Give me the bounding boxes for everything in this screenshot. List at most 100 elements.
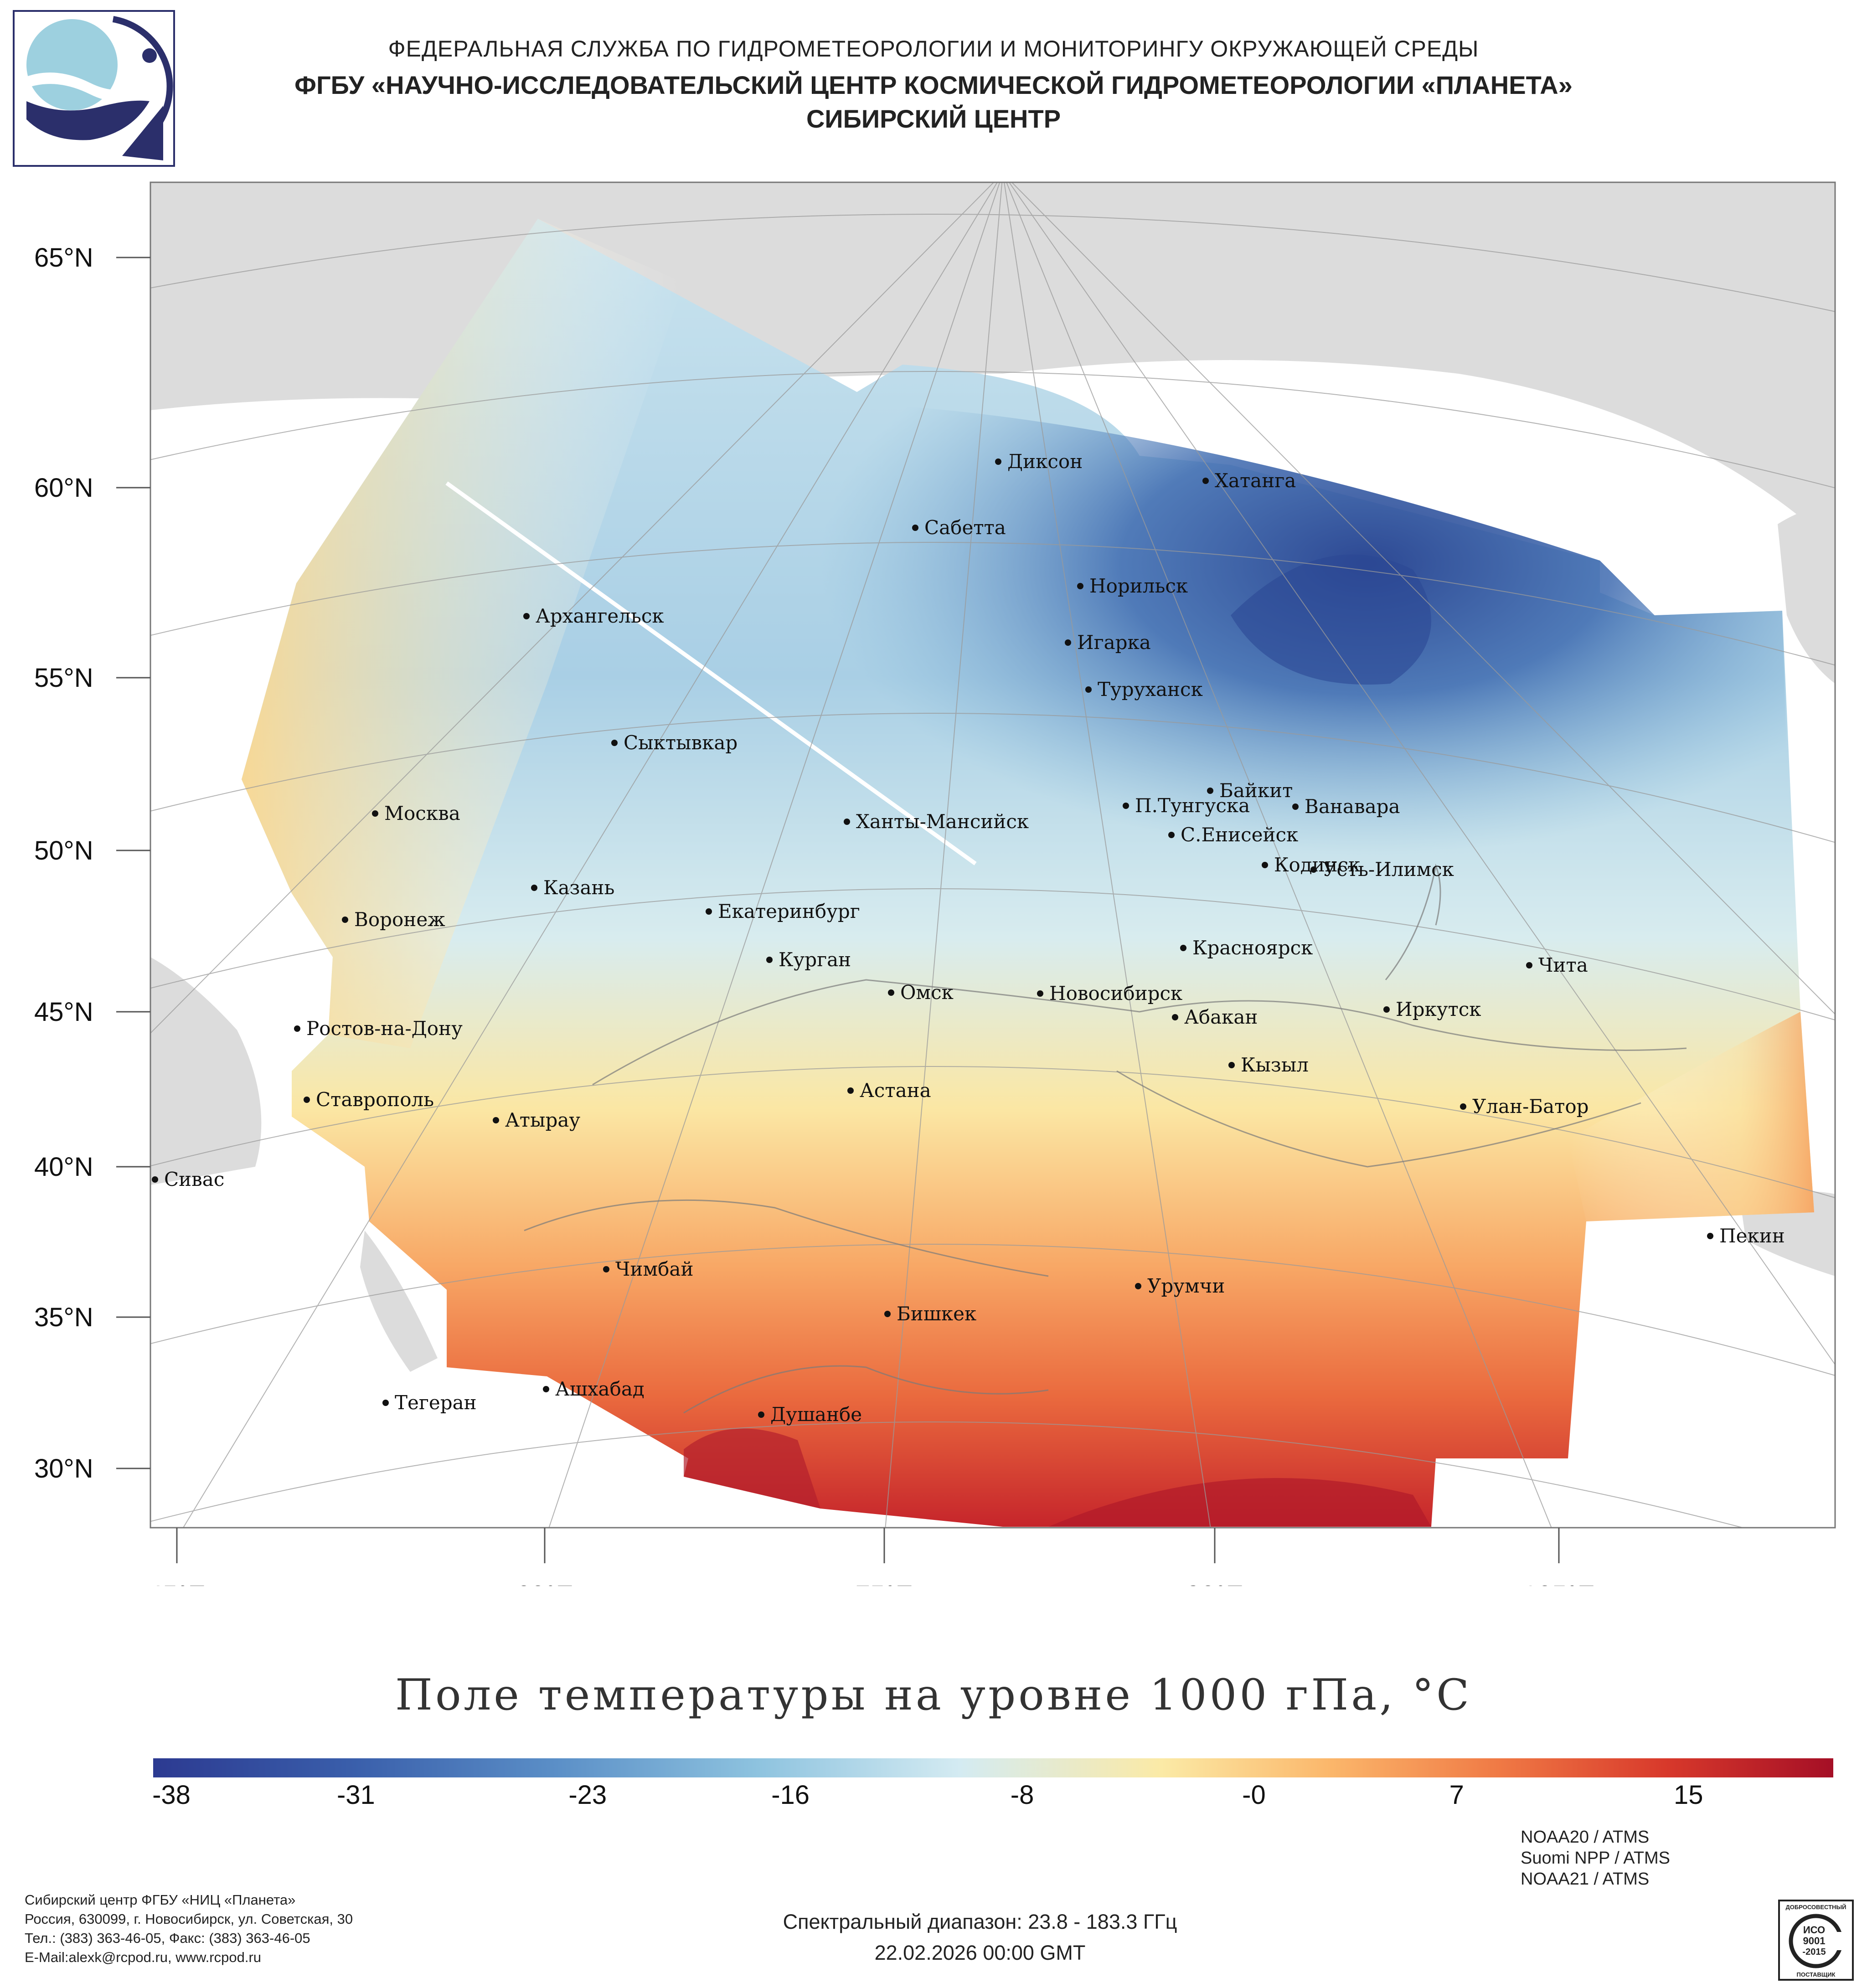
city-marker: Бишкек [884, 1303, 976, 1325]
city-label: Диксон [1007, 450, 1083, 473]
city-label: Ставрополь [316, 1088, 434, 1111]
city-label: Казань [543, 876, 614, 899]
city-label: Ванавара [1305, 795, 1400, 818]
city-dot [888, 989, 894, 996]
city-marker: Хатанга [1202, 469, 1296, 492]
organization-contacts: Сибирский центр ФГБУ «НИЦ «Планета» Росс… [25, 1890, 353, 1967]
city-marker: Абакан [1172, 1006, 1258, 1028]
svg-text:ИСО: ИСО [1803, 1924, 1825, 1936]
city-labels: Диксон Хатанга Сабетта Норильск Архангельск И… [152, 450, 1785, 1426]
city-label: Душанбе [770, 1403, 862, 1426]
city-dot [603, 1266, 609, 1272]
header-institute: ФГБУ «НАУЧНО-ИССЛЕДОВАТЕЛЬСКИЙ ЦЕНТР КОС… [294, 71, 1573, 99]
city-marker: С.Енисейск [1168, 824, 1298, 846]
city-label: Пекин [1719, 1225, 1785, 1247]
city-marker: Чимбай [603, 1258, 693, 1280]
city-label: Улан-Батор [1472, 1095, 1589, 1118]
city-marker: Сивас [152, 1168, 224, 1190]
city-marker: Ставрополь [304, 1088, 434, 1111]
city-marker: Пекин [1707, 1225, 1785, 1247]
city-marker: Диксон [995, 450, 1083, 473]
city-marker: Урумчи [1135, 1275, 1225, 1297]
city-label: Красноярск [1192, 937, 1313, 959]
header-agency: ФЕДЕРАЛЬНАЯ СЛУЖБА ПО ГИДРОМЕТЕОРОЛОГИИ … [388, 36, 1479, 62]
observation-datetime: 22.02.2026 00:00 GMT [874, 1941, 1086, 1964]
colorbar-tick-label: -0 [1242, 1780, 1266, 1810]
longitude-axis: 45°E 60°E 75°E 90°E 105°E [148, 1528, 1595, 1586]
org-name: Сибирский центр ФГБУ «НИЦ «Планета» [25, 1892, 296, 1908]
colorbar [153, 1758, 1833, 1777]
city-dot [523, 613, 530, 619]
city-marker: Кодинск [1262, 854, 1360, 876]
city-label: Бишкек [897, 1303, 976, 1325]
city-label: Воронеж [354, 908, 445, 931]
city-label: Байкит [1219, 779, 1293, 802]
city-dot [152, 1176, 158, 1183]
city-dot [844, 819, 850, 825]
city-marker: Сыктывкар [611, 731, 738, 754]
city-marker: Ханты-Мансийск [844, 810, 1029, 833]
city-dot [1262, 862, 1268, 868]
city-label: Чита [1538, 954, 1588, 976]
city-label: Кодинск [1274, 854, 1360, 876]
city-marker: Тегеран [382, 1391, 477, 1414]
country-borders [524, 863, 1687, 1414]
sensor-item: Suomi NPP / ATMS [1521, 1849, 1671, 1868]
city-dot [382, 1400, 389, 1406]
colorbar-tick-label: 15 [1673, 1780, 1703, 1810]
city-label: Сивас [164, 1168, 224, 1190]
city-dot [847, 1087, 854, 1094]
colorbar-tick-label: -38 [152, 1780, 191, 1810]
city-label: С.Енисейск [1181, 824, 1298, 846]
city-dot [1292, 803, 1299, 810]
city-dot [304, 1097, 310, 1103]
city-marker: Курган [766, 948, 851, 971]
product-info: Спектральный диапазон: 23.8 - 183.3 ГГц … [707, 1906, 1253, 1968]
city-marker: Архангельск [523, 605, 664, 627]
city-marker: Ванавара [1292, 795, 1400, 818]
latitude-axis: 65°N 60°N 55°N 50°N 45°N 40°N 35°N 30°N [34, 243, 150, 1483]
planeta-logo [13, 10, 175, 167]
city-marker: Игарка [1065, 631, 1151, 654]
colorbar-tick-label: -31 [336, 1780, 375, 1810]
colorbar-tick-label: 7 [1449, 1780, 1464, 1810]
city-dot [342, 917, 348, 923]
city-dot [758, 1411, 764, 1418]
city-marker: Омск [888, 981, 954, 1004]
city-dot [493, 1117, 499, 1123]
header-center: СИБИРСКИЙ ЦЕНТР [806, 104, 1061, 133]
city-marker: Ашхабад [543, 1378, 645, 1400]
city-dot [995, 458, 1001, 465]
temperature-map: 65°N 60°N 55°N 50°N 45°N 40°N 35°N 30°N … [34, 181, 1836, 1586]
city-marker: Иркутск [1383, 998, 1481, 1020]
city-marker: Москва [372, 802, 460, 824]
city-label: Курган [779, 948, 851, 971]
city-dot [1207, 788, 1213, 794]
city-dot [294, 1025, 300, 1032]
city-label: Ростов-на-Дону [306, 1017, 463, 1040]
lat-label: 30°N [34, 1454, 93, 1483]
city-label: Урумчи [1147, 1275, 1225, 1297]
city-marker: Кызыл [1228, 1054, 1309, 1076]
city-dot [1460, 1103, 1466, 1110]
lon-label: 105°E [1523, 1581, 1595, 1586]
city-label: Астана [860, 1079, 931, 1102]
org-phone: Тел.: (383) 363-46-05, Факс: (383) 363-4… [25, 1930, 310, 1946]
lat-label: 35°N [34, 1303, 93, 1332]
city-marker: Душанбе [758, 1403, 862, 1426]
city-marker: Красноярск [1180, 937, 1313, 959]
city-dot [1037, 990, 1043, 997]
city-dot [1077, 583, 1083, 589]
lat-label: 55°N [34, 663, 93, 693]
colorbar-tick-label: -16 [771, 1780, 810, 1810]
city-marker: Казань [531, 876, 614, 899]
graticule [150, 182, 1835, 1528]
lon-label: 75°E [856, 1581, 913, 1586]
city-marker: Туруханск [1085, 678, 1203, 700]
lat-label: 50°N [34, 836, 93, 865]
city-label: Иркутск [1396, 998, 1481, 1020]
city-dot [543, 1386, 549, 1392]
spectral-range: Спектральный диапазон: 23.8 - 183.3 ГГц [783, 1910, 1177, 1933]
city-label: Атырау [505, 1109, 580, 1131]
city-dot [884, 1311, 891, 1317]
